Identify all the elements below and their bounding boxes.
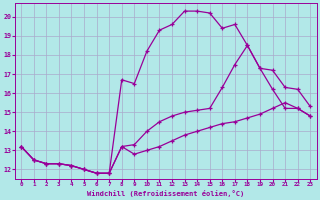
X-axis label: Windchill (Refroidissement éolien,°C): Windchill (Refroidissement éolien,°C) xyxy=(87,190,244,197)
